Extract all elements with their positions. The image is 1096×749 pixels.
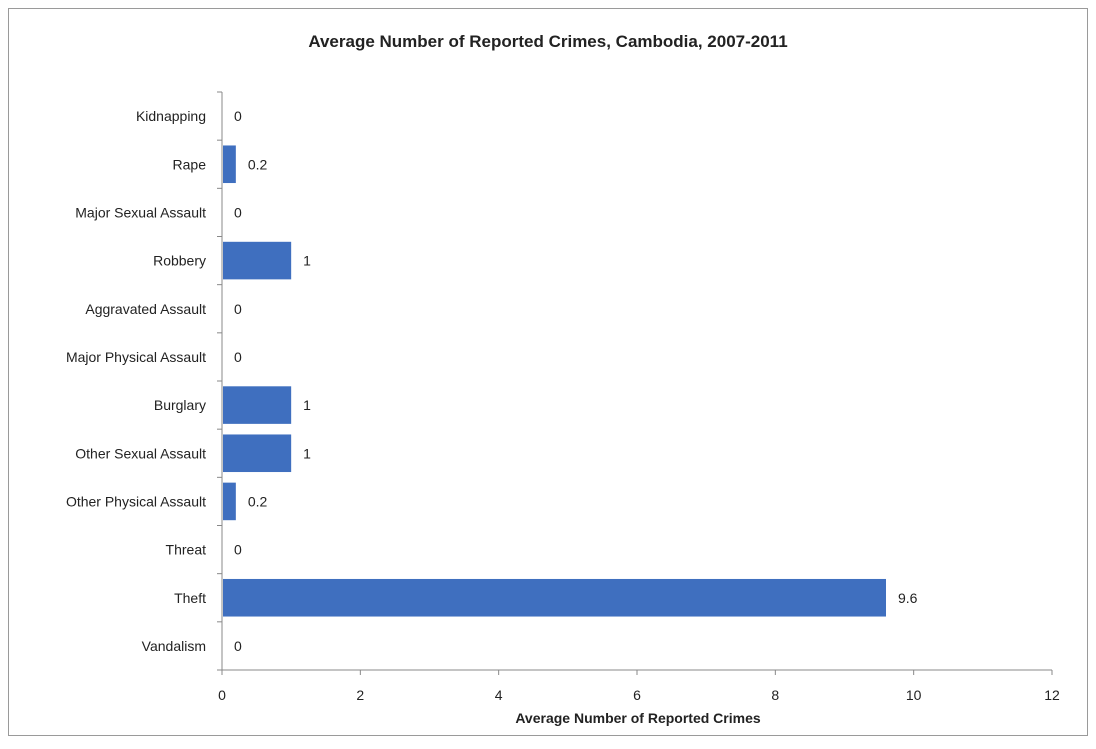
data-label: 0 (234, 542, 242, 558)
category-label: Kidnapping (136, 108, 206, 124)
category-label: Burglary (154, 397, 206, 413)
category-label: Threat (166, 542, 207, 558)
data-label: 9.6 (898, 590, 918, 606)
data-label: 0.2 (248, 493, 268, 509)
data-label: 1 (303, 445, 311, 461)
category-label: Major Sexual Assault (75, 204, 206, 220)
bars (223, 145, 886, 617)
bar (223, 482, 236, 521)
data-label: 0 (234, 301, 242, 317)
bar (223, 386, 292, 424)
data-labels: 0 0.2 0 1 0 0 1 1 0.2 0 9.6 0 (234, 108, 918, 654)
data-label: 0.2 (248, 156, 268, 172)
x-tick-label: 10 (906, 687, 922, 703)
category-label: Robbery (153, 253, 206, 269)
x-tick-label: 6 (633, 687, 641, 703)
data-label: 0 (234, 638, 242, 654)
category-label: Rape (173, 156, 207, 172)
bar (223, 145, 236, 184)
bar (223, 241, 292, 280)
data-label: 0 (234, 204, 242, 220)
x-tick-label: 0 (218, 687, 226, 703)
category-label: Theft (174, 590, 206, 606)
bar (223, 434, 292, 473)
x-tick-label: 2 (356, 687, 364, 703)
x-tick-label: 12 (1044, 687, 1060, 703)
chart-title: Average Number of Reported Crimes, Cambo… (308, 32, 787, 51)
x-tick-label: 4 (495, 687, 503, 703)
category-label: Vandalism (142, 638, 206, 654)
axes (217, 91, 1053, 675)
x-tick-label: 8 (771, 687, 779, 703)
category-label: Aggravated Assault (85, 301, 206, 317)
category-label: Other Physical Assault (66, 493, 206, 509)
x-axis-title: Average Number of Reported Crimes (515, 710, 761, 726)
data-label: 0 (234, 349, 242, 365)
category-label: Other Sexual Assault (75, 445, 206, 461)
category-label: Major Physical Assault (66, 349, 206, 365)
x-tick-labels: 0 2 4 6 8 10 12 (218, 687, 1060, 703)
data-label: 1 (303, 253, 311, 269)
data-label: 1 (303, 397, 311, 413)
category-labels: Kidnapping Rape Major Sexual Assault Robber… (66, 108, 206, 654)
bar (223, 578, 886, 617)
data-label: 0 (234, 108, 242, 124)
